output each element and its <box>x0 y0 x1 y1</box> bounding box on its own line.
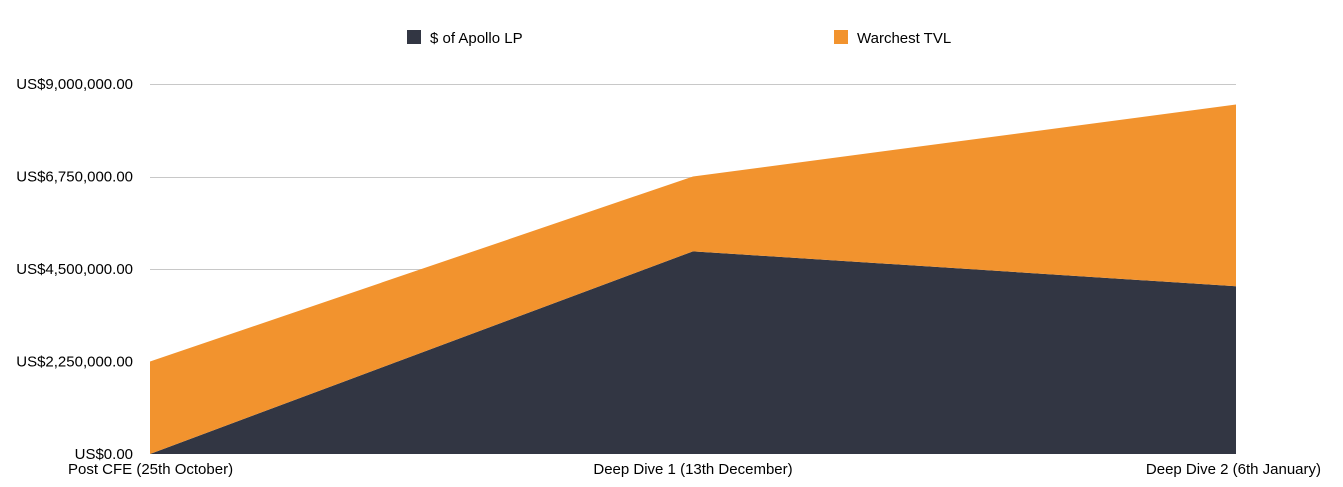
legend-swatch <box>407 30 421 44</box>
legend-label: $ of Apollo LP <box>430 30 523 47</box>
series-areas <box>150 104 1236 455</box>
y-tick-label: US$6,750,000.00 <box>16 169 133 186</box>
legend-swatch <box>834 30 848 44</box>
y-tick-label: US$2,250,000.00 <box>16 354 133 371</box>
series-area-1 <box>150 104 1236 455</box>
y-axis: US$0.00 US$2,250,000.00 US$4,500,000.00 US$… <box>16 76 133 463</box>
x-tick-label: Post CFE (25th October) <box>68 461 233 478</box>
legend-label: Warchest TVL <box>857 30 951 47</box>
x-tick-label: Deep Dive 1 (13th December) <box>593 461 792 478</box>
series-area-0 <box>150 251 1236 454</box>
x-axis: Post CFE (25th October) Deep Dive 1 (13th… <box>68 461 1321 478</box>
y-tick-label: US$4,500,000.00 <box>16 261 133 278</box>
y-tick-label: US$9,000,000.00 <box>16 76 133 93</box>
y-tick-label: US$0.00 <box>75 446 133 463</box>
legend: $ of Apollo LP Warchest TVL <box>407 30 951 47</box>
x-tick-label: Deep Dive 2 (6th January) <box>1146 461 1321 478</box>
